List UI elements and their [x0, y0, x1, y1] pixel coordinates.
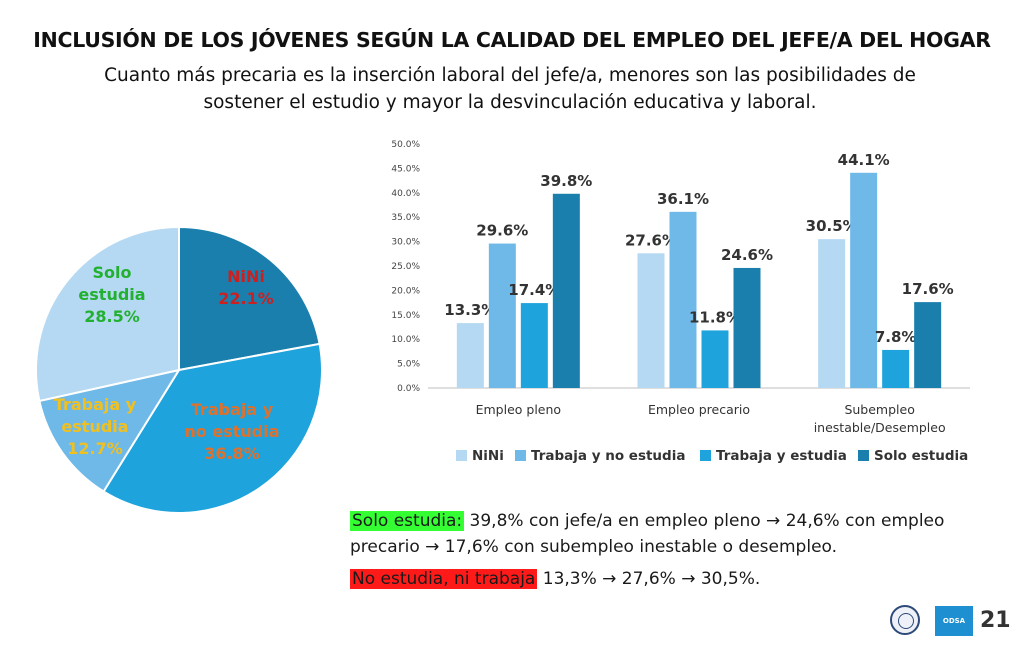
- pie-slice-value-label: 28.5%: [84, 307, 140, 326]
- bar: [701, 330, 729, 388]
- x-category-label: Subempleo: [844, 402, 914, 417]
- y-tick-label: 30.0%: [391, 238, 420, 248]
- legend-label: Trabaja y estudia: [716, 448, 847, 464]
- subtitle-line-2: sostener el estudio y mayor la desvincul…: [203, 92, 817, 113]
- subtitle-line-1: Cuanto más precaria es la inserción labo…: [104, 65, 916, 86]
- pie-slice-value-label: 22.1%: [218, 289, 274, 308]
- y-tick-label: 40.0%: [391, 189, 420, 199]
- bar-data-label: 44.1%: [838, 151, 890, 169]
- bar-data-label: 24.6%: [721, 246, 773, 264]
- bar-chart-container: 0.0% 5.0% 10.0% 15.0% 20.0% 25.0% 30.0% 35.0% 40…: [370, 130, 990, 480]
- bar: [669, 211, 697, 388]
- bar: [552, 193, 580, 388]
- y-tick-label: 10.0%: [391, 335, 420, 345]
- university-seal-icon: [890, 605, 920, 635]
- bar-data-label: 7.8%: [875, 328, 917, 346]
- pie-slice-name-label: no estudia: [184, 422, 279, 441]
- legend-swatch: [700, 450, 711, 461]
- bar: [882, 349, 910, 388]
- bar-data-label: 11.8%: [689, 308, 741, 326]
- legend-label: Trabaja y no estudia: [531, 448, 685, 464]
- y-tick-label: 5.0%: [397, 360, 420, 370]
- legend-label: Solo estudia: [874, 448, 968, 464]
- legend-swatch: [456, 450, 467, 461]
- pie-slice: [35, 225, 180, 403]
- pie-slice: [38, 368, 182, 493]
- pie-slice: [102, 342, 323, 514]
- bar-data-label: 17.4%: [508, 281, 560, 299]
- note2-text: 13,3% → 27,6% → 30,5%.: [537, 569, 761, 589]
- bar: [520, 303, 548, 388]
- y-tick-label: 50.0%: [391, 140, 420, 150]
- bar-data-label: 29.6%: [476, 222, 528, 240]
- bar-data-label: 27.6%: [625, 231, 677, 249]
- bar-data-label: 13.3%: [444, 301, 496, 319]
- legend-label: NiNi: [472, 448, 504, 464]
- pie-slice: [178, 225, 321, 372]
- legend-swatch: [515, 450, 526, 461]
- note-nini: No estudia, ni trabaja 13,3% → 27,6% → 3…: [350, 566, 990, 592]
- note1-text: 39,8% con jefe/a en empleo pleno → 24,6%…: [350, 511, 945, 557]
- pie-slice-name-label: estudia: [78, 285, 145, 304]
- bar: [637, 253, 665, 388]
- bar-data-label: 30.5%: [806, 217, 858, 235]
- bar: [818, 239, 846, 388]
- bar-data-label: 17.6%: [902, 280, 954, 298]
- slide-subtitle: Cuanto más precaria es la inserción labo…: [60, 62, 960, 116]
- note1-highlight: Solo estudia:: [350, 511, 465, 531]
- bar: [456, 323, 484, 388]
- x-category-label: Empleo pleno: [476, 402, 561, 417]
- bar-chart: 0.0% 5.0% 10.0% 15.0% 20.0% 25.0% 30.0% 35.0% 40…: [391, 140, 970, 464]
- page-number: 21: [980, 608, 1011, 633]
- y-tick-label: 20.0%: [391, 286, 420, 296]
- bar: [733, 267, 761, 388]
- pie-slice-value-label: 36.8%: [204, 444, 260, 463]
- bar: [488, 243, 516, 388]
- y-tick-label: 25.0%: [391, 262, 420, 272]
- pie-slice-name-label: Solo: [93, 263, 132, 282]
- legend-swatch: [858, 450, 869, 461]
- x-category-label: Empleo precario: [648, 402, 750, 417]
- bar-data-label: 39.8%: [540, 172, 592, 190]
- slide-title: INCLUSIÓN DE LOS JÓVENES SEGÚN LA CALIDA…: [33, 28, 991, 52]
- bar-data-label: 36.1%: [657, 190, 709, 208]
- y-tick-label: 0.0%: [397, 384, 420, 394]
- pie-slice-name-label: Trabaja y: [54, 395, 137, 414]
- pie-slice-name-label: estudia: [61, 417, 128, 436]
- x-category-label: inestable/Desempleo: [814, 420, 946, 435]
- pie-chart-container: NiNi 22.1% Trabaja y no estudia 36.8% Trabaja…: [0, 210, 360, 530]
- note-solo-estudia: Solo estudia: 39,8% con jefe/a en empleo…: [350, 508, 990, 560]
- pie-chart: NiNi 22.1% Trabaja y no estudia 36.8% Trabaja…: [35, 225, 323, 514]
- bar: [914, 302, 942, 388]
- pie-slice-name-label: Trabaja y: [191, 400, 274, 419]
- y-tick-label: 35.0%: [391, 213, 420, 223]
- odsa-logo: ODSA: [935, 606, 973, 636]
- y-tick-label: 15.0%: [391, 311, 420, 321]
- bar: [850, 172, 878, 388]
- note2-highlight: No estudia, ni trabaja: [350, 569, 538, 589]
- y-tick-label: 45.0%: [391, 164, 420, 174]
- pie-slice-name-label: NiNi: [227, 267, 265, 286]
- pie-slice-value-label: 12.7%: [67, 439, 123, 458]
